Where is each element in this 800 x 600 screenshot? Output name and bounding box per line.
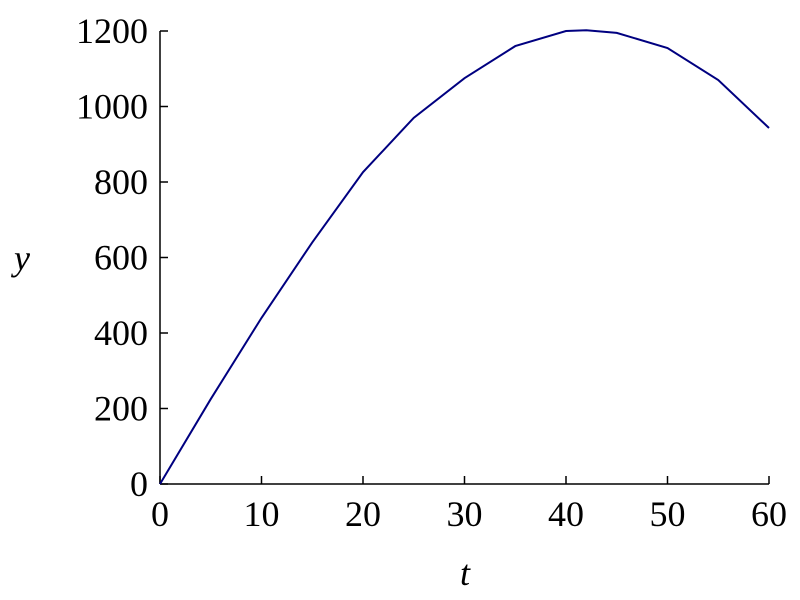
- x-tick-label: 50: [650, 494, 686, 534]
- y-tick-label: 200: [94, 389, 148, 429]
- x-tick-label: 60: [751, 494, 787, 534]
- y-tick-label: 1000: [76, 87, 148, 127]
- line: [159, 29, 770, 485]
- x-axis-label: t: [460, 553, 471, 593]
- x-tick-label: 40: [548, 494, 584, 534]
- x-tick-label: 0: [151, 494, 169, 534]
- y-tick-label: 400: [94, 313, 148, 353]
- y-axis-label: y: [11, 238, 30, 278]
- y-tick-label: 1200: [76, 11, 148, 51]
- x-tick-label: 10: [244, 494, 280, 534]
- y-tick-label: 0: [130, 464, 148, 504]
- x-tick-label: 30: [447, 494, 483, 534]
- y-tick-label: 800: [94, 162, 148, 202]
- x-tick-label: 20: [345, 494, 381, 534]
- y-tick-label: 600: [94, 238, 148, 278]
